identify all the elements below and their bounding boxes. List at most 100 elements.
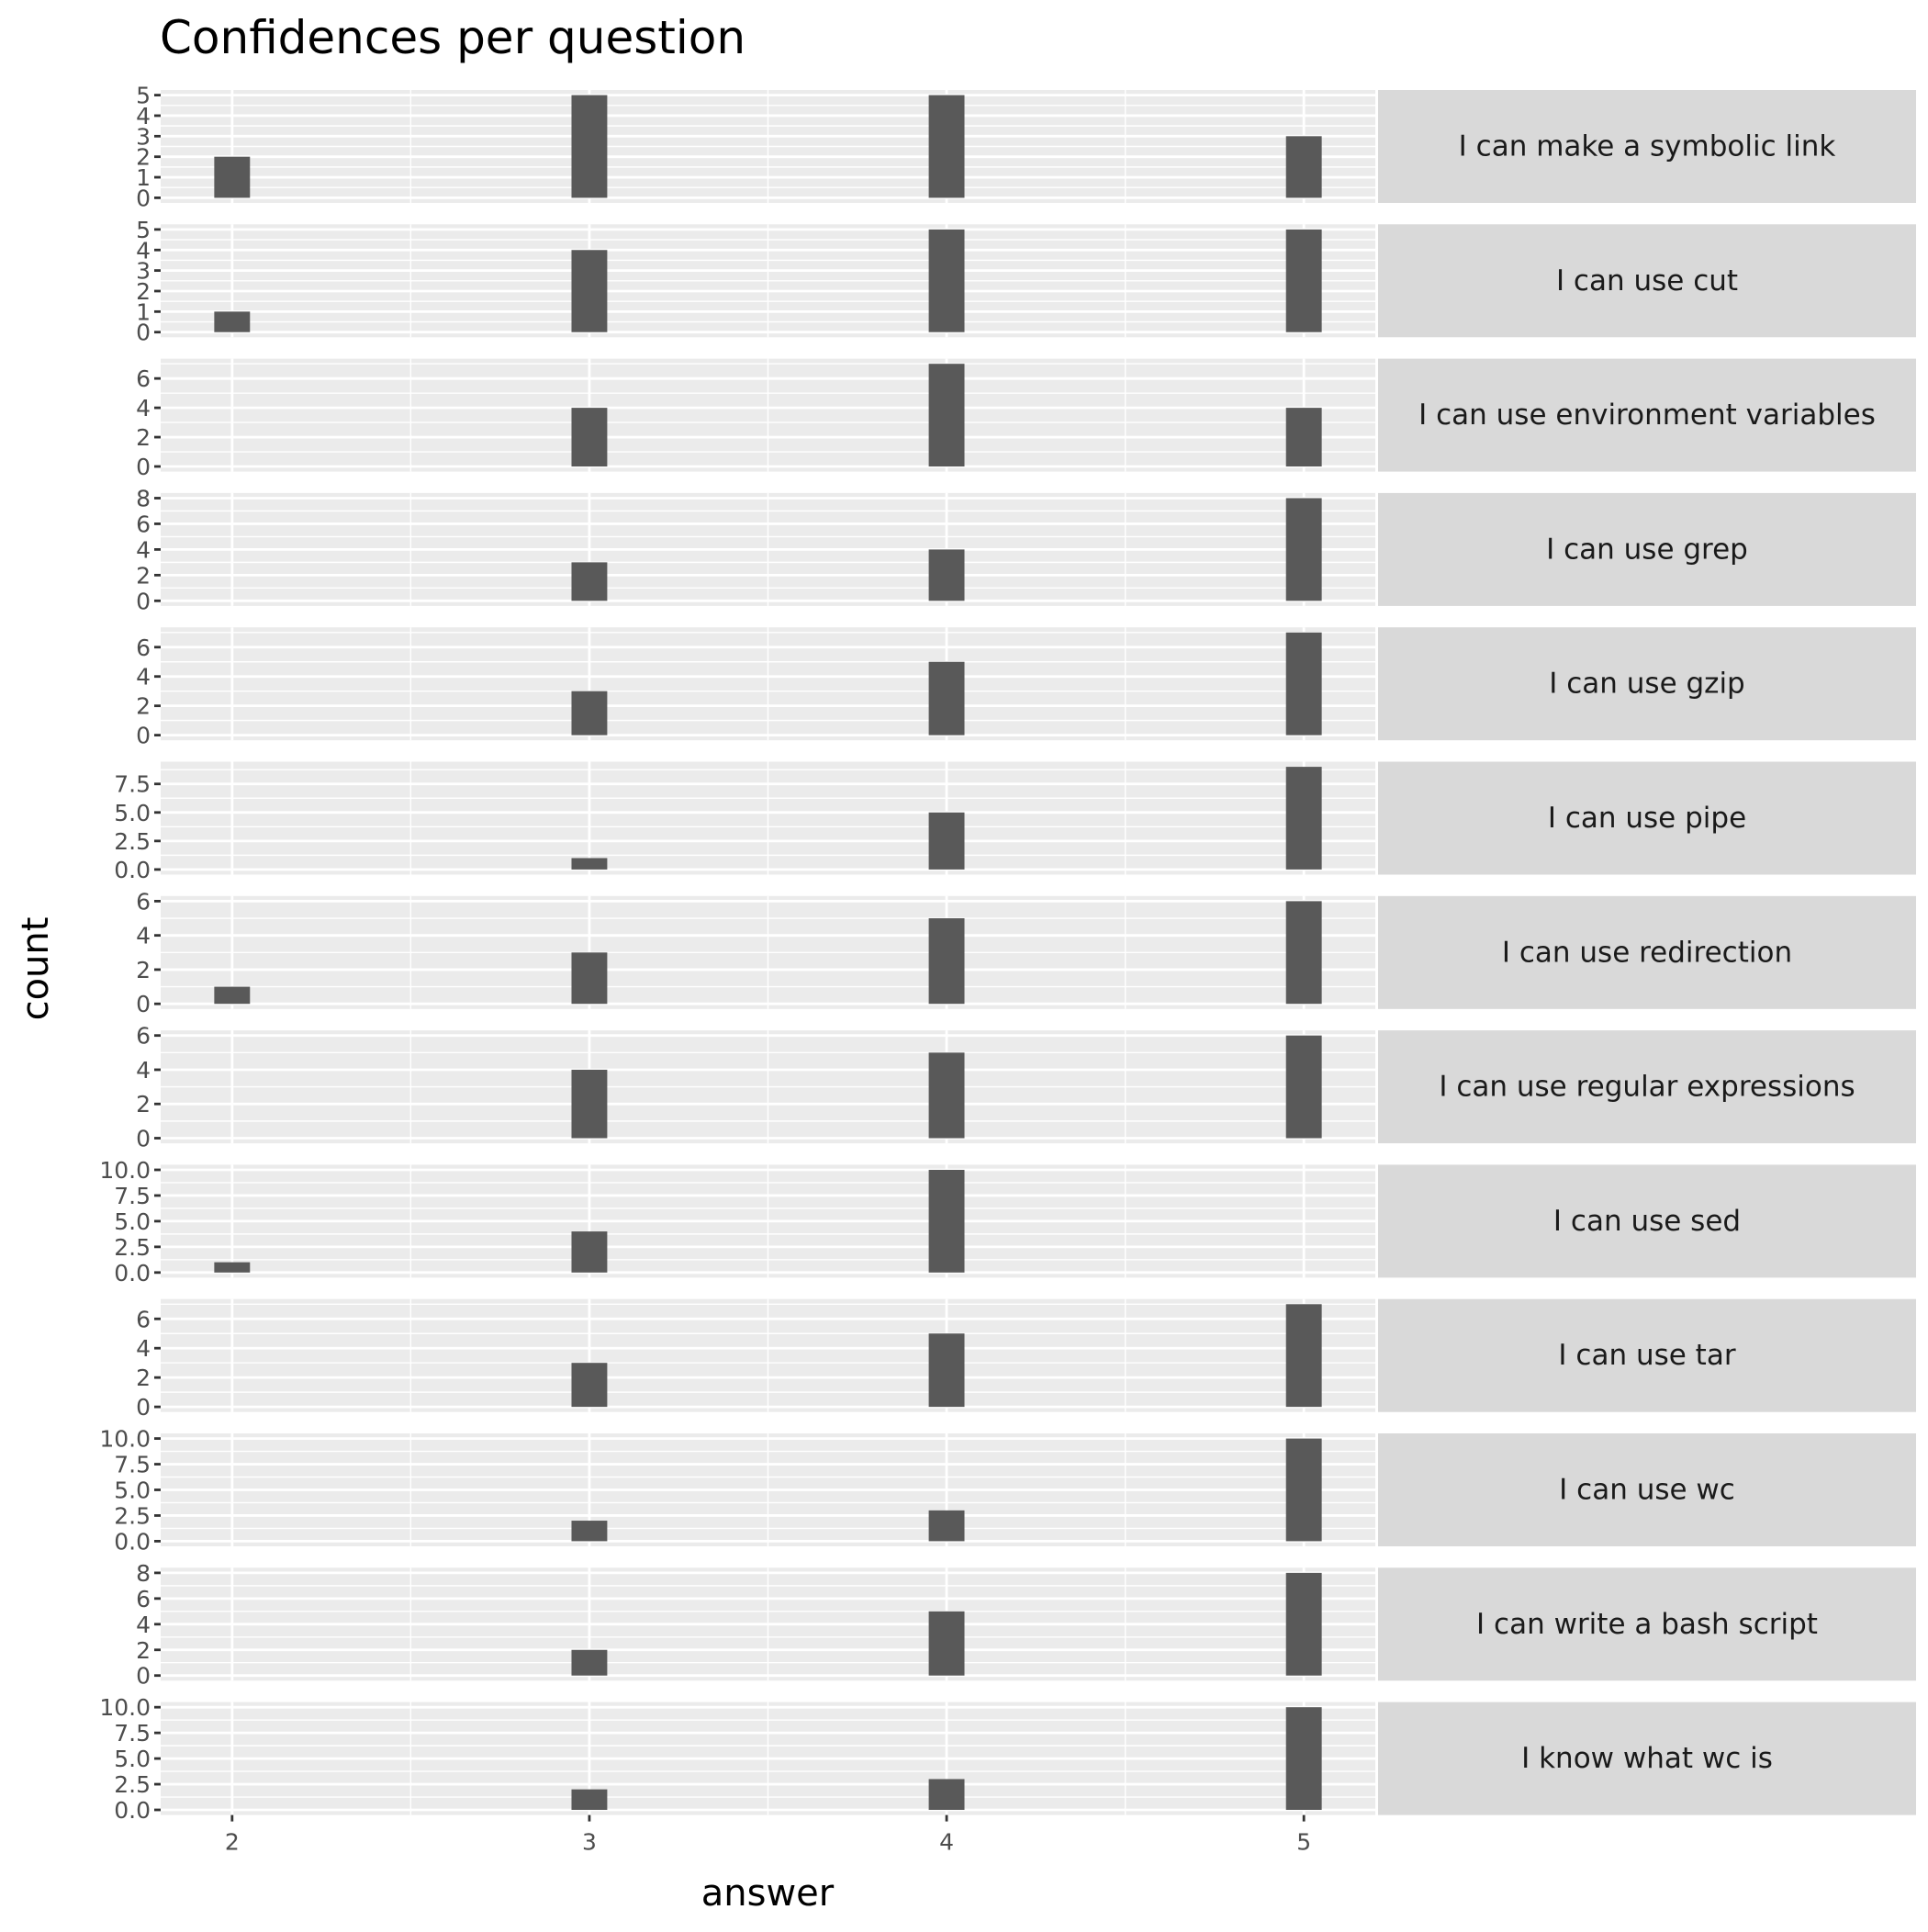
y-tick-label: 2 xyxy=(136,278,151,305)
y-tick-label: 2 xyxy=(136,424,151,451)
y-tick-label: 0.0 xyxy=(114,857,151,883)
y-tick-label: 0.0 xyxy=(114,1797,151,1824)
facet-strip xyxy=(1378,358,1916,472)
y-tick-label: 0 xyxy=(136,185,151,211)
facet-panel: 0.02.55.07.510.0 I can use wc xyxy=(99,1426,1916,1555)
facet-strip-label: I can use grep xyxy=(1546,533,1748,566)
y-tick-label: 7.5 xyxy=(114,1452,151,1478)
facet-strip-label: I can use gzip xyxy=(1549,668,1745,701)
y-tick-label: 4 xyxy=(136,237,151,264)
bar xyxy=(928,661,965,736)
bar xyxy=(571,95,608,198)
x-axis-label: answer xyxy=(701,1872,835,1915)
y-tick-label: 6 xyxy=(136,635,151,661)
y-tick-label: 5.0 xyxy=(114,1746,151,1772)
bar xyxy=(1285,1035,1322,1139)
y-tick-label: 5 xyxy=(136,217,151,243)
y-tick-label: 6 xyxy=(136,888,151,915)
y-tick-label: 2.5 xyxy=(114,1502,151,1529)
x-tick-label: 4 xyxy=(939,1829,954,1856)
bar xyxy=(571,691,608,736)
y-tick-label: 0 xyxy=(136,723,151,749)
facet-strip-label: I can use sed xyxy=(1553,1205,1741,1238)
bar xyxy=(928,918,965,1005)
y-tick-label: 0 xyxy=(136,1126,151,1152)
facet-strip-label: I can use redirection xyxy=(1502,936,1792,969)
bar xyxy=(571,408,608,467)
y-tick-label: 4 xyxy=(136,1335,151,1362)
y-tick-label: 7.5 xyxy=(114,1183,151,1209)
bar xyxy=(214,1262,251,1273)
bar xyxy=(1285,1304,1322,1408)
facet-strip-label: I can use environment variables xyxy=(1418,399,1876,432)
facet-panel: 0.02.55.07.5 I can use pipe xyxy=(114,761,1916,883)
chart-title: Confidences per question xyxy=(160,11,745,64)
y-tick-label: 6 xyxy=(136,1306,151,1332)
y-tick-label: 3 xyxy=(136,123,151,150)
facet-strip-label: I can make a symbolic link xyxy=(1459,130,1836,163)
bar xyxy=(214,156,251,198)
y-tick-label: 7.5 xyxy=(114,1720,151,1747)
y-tick-label: 2 xyxy=(136,1365,151,1391)
y-tick-label: 2 xyxy=(136,562,151,589)
facet-panel: 0 2 4 6 I can use environment variables xyxy=(136,358,1916,480)
facet-strip-label: I know what wc is xyxy=(1521,1742,1773,1775)
y-tick-label: 8 xyxy=(136,485,151,511)
bar xyxy=(571,1789,608,1811)
y-tick-label: 2.5 xyxy=(114,828,151,855)
bar xyxy=(1285,229,1322,332)
facet-strip-label: I can use wc xyxy=(1559,1474,1735,1507)
bar xyxy=(214,986,251,1005)
y-tick-label: 2.5 xyxy=(114,1771,151,1798)
bar xyxy=(1285,408,1322,467)
facet-strip xyxy=(1378,895,1916,1009)
facet-strip xyxy=(1378,1298,1916,1412)
bar xyxy=(928,1611,965,1676)
y-axis-label: count xyxy=(15,917,57,1021)
y-tick-label: 0.0 xyxy=(114,1260,151,1286)
y-tick-label: 0 xyxy=(136,320,151,346)
bar xyxy=(571,858,608,870)
bar xyxy=(1285,498,1322,601)
facet-strip-label: I can use regular expressions xyxy=(1439,1071,1855,1104)
bar xyxy=(571,1649,608,1676)
y-tick-label: 4 xyxy=(136,1057,151,1084)
y-tick-label: 5.0 xyxy=(114,800,151,826)
y-tick-label: 2 xyxy=(136,144,151,171)
facet-strip-label: I can use cut xyxy=(1556,264,1738,298)
y-tick-label: 0 xyxy=(136,1394,151,1421)
y-tick-label: 5.0 xyxy=(114,1477,151,1504)
bar xyxy=(571,1231,608,1273)
bar xyxy=(571,562,608,601)
bar xyxy=(928,1052,965,1139)
y-tick-label: 4 xyxy=(136,395,151,421)
facet-strip xyxy=(1378,1567,1916,1681)
bar xyxy=(1285,632,1322,736)
bar xyxy=(928,1510,965,1542)
facet-strip-label: I can use pipe xyxy=(1548,802,1746,835)
y-tick-label: 7.5 xyxy=(114,771,151,798)
facet-strip xyxy=(1378,1433,1916,1546)
facet-strip xyxy=(1378,90,1916,203)
y-tick-label: 0 xyxy=(136,1663,151,1690)
facet-strip xyxy=(1378,761,1916,875)
x-tick-label: 2 xyxy=(225,1829,240,1856)
facet-strip xyxy=(1378,627,1916,741)
facet-panel: 0 2 4 6 I can use regular expressions xyxy=(136,1023,1916,1152)
bar xyxy=(928,549,965,601)
y-tick-label: 6 xyxy=(136,365,151,392)
bar xyxy=(571,1521,608,1542)
y-tick-label: 4 xyxy=(136,536,151,563)
y-tick-label: 2 xyxy=(136,957,151,983)
y-tick-label: 6 xyxy=(136,1023,151,1050)
y-tick-label: 6 xyxy=(136,1586,151,1612)
y-tick-label: 5.0 xyxy=(114,1208,151,1235)
facet-panel: 0 2 4 6 I can use tar xyxy=(136,1298,1916,1421)
bar xyxy=(571,1069,608,1139)
y-tick-label: 2 xyxy=(136,693,151,720)
x-tick-label: 5 xyxy=(1296,1829,1311,1856)
